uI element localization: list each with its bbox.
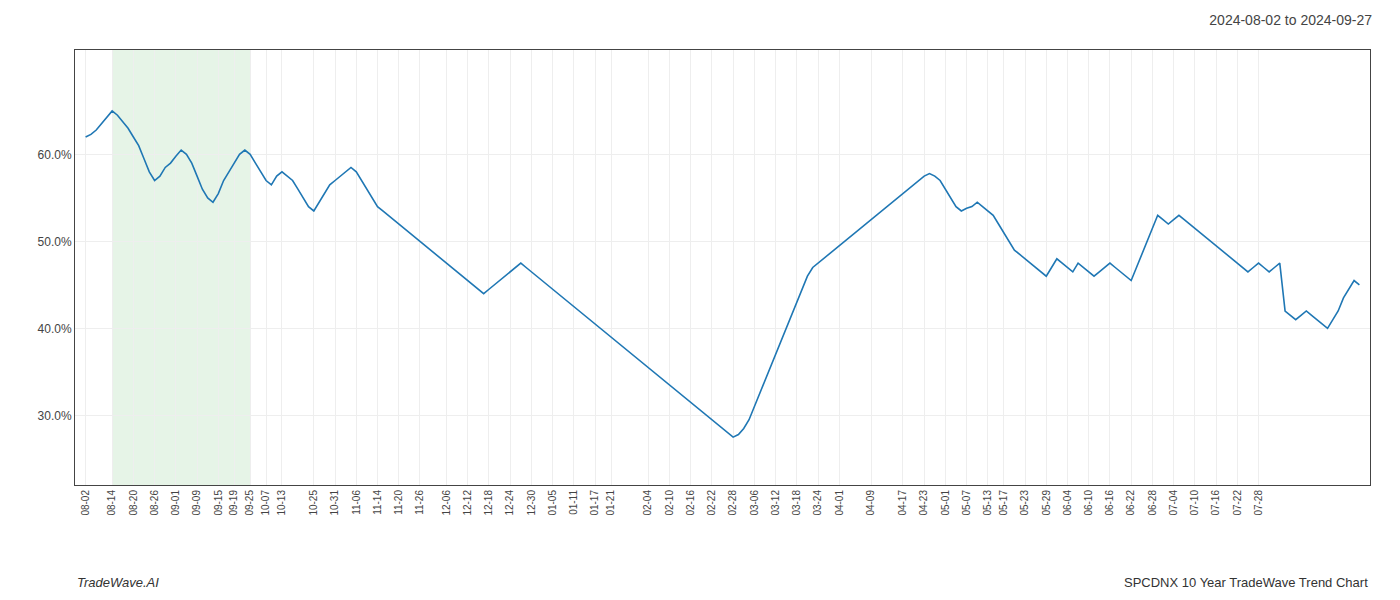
svg-text:11-14: 11-14 xyxy=(372,490,383,515)
svg-text:40.0%: 40.0% xyxy=(38,322,72,336)
svg-text:11-26: 11-26 xyxy=(414,490,425,515)
svg-text:06-16: 06-16 xyxy=(1104,490,1115,516)
svg-text:08-26: 08-26 xyxy=(149,490,160,516)
svg-text:10-31: 10-31 xyxy=(329,490,340,516)
svg-text:03-12: 03-12 xyxy=(770,490,781,516)
svg-text:04-01: 04-01 xyxy=(834,490,845,516)
svg-text:05-23: 05-23 xyxy=(1019,490,1030,516)
svg-text:05-07: 05-07 xyxy=(961,490,972,516)
svg-text:07-10: 07-10 xyxy=(1189,490,1200,516)
svg-text:03-18: 03-18 xyxy=(791,490,802,516)
svg-text:09-25: 09-25 xyxy=(244,490,255,516)
svg-text:10-07: 10-07 xyxy=(260,490,271,516)
svg-text:04-17: 04-17 xyxy=(897,490,908,516)
svg-text:09-09: 09-09 xyxy=(191,490,202,516)
svg-text:12-30: 12-30 xyxy=(526,490,537,516)
svg-text:12-06: 12-06 xyxy=(441,490,452,516)
svg-text:07-16: 07-16 xyxy=(1210,490,1221,516)
svg-text:SPCDNX 10 Year TradeWave Trend: SPCDNX 10 Year TradeWave Trend Chart xyxy=(1124,575,1368,590)
svg-text:06-04: 06-04 xyxy=(1062,490,1073,516)
svg-text:12-24: 12-24 xyxy=(504,490,515,516)
svg-text:08-02: 08-02 xyxy=(80,490,91,516)
svg-text:2024-08-02 to 2024-09-27: 2024-08-02 to 2024-09-27 xyxy=(1209,12,1372,28)
svg-text:05-13: 05-13 xyxy=(982,490,993,516)
svg-text:08-20: 08-20 xyxy=(128,490,139,516)
svg-text:11-20: 11-20 xyxy=(393,490,404,515)
svg-text:05-29: 05-29 xyxy=(1041,490,1052,516)
svg-text:10-13: 10-13 xyxy=(276,490,287,516)
svg-text:01-21: 01-21 xyxy=(605,490,616,516)
svg-text:02-22: 02-22 xyxy=(706,490,717,516)
svg-text:60.0%: 60.0% xyxy=(38,148,72,162)
svg-text:05-17: 05-17 xyxy=(998,490,1009,516)
svg-text:06-22: 06-22 xyxy=(1125,490,1136,516)
svg-text:02-16: 02-16 xyxy=(685,490,696,516)
svg-text:01-11: 01-11 xyxy=(568,490,579,515)
svg-text:12-18: 12-18 xyxy=(483,490,494,516)
svg-text:06-10: 06-10 xyxy=(1083,490,1094,516)
svg-text:01-17: 01-17 xyxy=(589,490,600,516)
svg-text:03-06: 03-06 xyxy=(749,490,760,516)
svg-text:01-05: 01-05 xyxy=(547,490,558,516)
svg-text:04-23: 04-23 xyxy=(918,490,929,516)
svg-text:07-28: 07-28 xyxy=(1253,490,1264,516)
svg-text:50.0%: 50.0% xyxy=(38,235,72,249)
svg-text:12-12: 12-12 xyxy=(462,490,473,516)
svg-text:02-28: 02-28 xyxy=(727,490,738,516)
svg-text:09-15: 09-15 xyxy=(213,490,224,516)
svg-text:06-28: 06-28 xyxy=(1147,490,1158,516)
svg-text:09-19: 09-19 xyxy=(228,490,239,516)
svg-text:02-04: 02-04 xyxy=(642,490,653,516)
svg-text:07-22: 07-22 xyxy=(1232,490,1243,516)
svg-text:02-10: 02-10 xyxy=(664,490,675,516)
svg-text:03-24: 03-24 xyxy=(812,490,823,516)
svg-text:TradeWave.AI: TradeWave.AI xyxy=(77,575,159,590)
svg-text:10-25: 10-25 xyxy=(308,490,319,516)
svg-text:30.0%: 30.0% xyxy=(38,409,72,423)
svg-text:08-14: 08-14 xyxy=(106,490,117,516)
svg-text:04-09: 04-09 xyxy=(865,490,876,516)
svg-text:05-01: 05-01 xyxy=(940,490,951,516)
svg-text:09-01: 09-01 xyxy=(170,490,181,516)
svg-text:07-04: 07-04 xyxy=(1168,490,1179,516)
svg-text:11-06: 11-06 xyxy=(351,490,362,515)
